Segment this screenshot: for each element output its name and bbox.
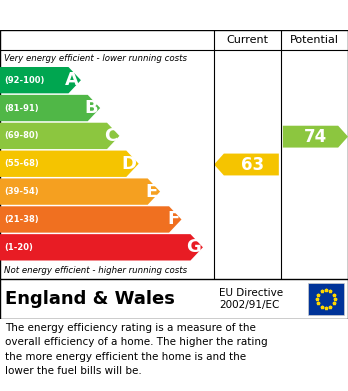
Text: Not energy efficient - higher running costs: Not energy efficient - higher running co…	[4, 266, 187, 275]
Text: B: B	[85, 99, 98, 117]
Text: A: A	[65, 71, 79, 89]
Text: (69-80): (69-80)	[4, 131, 39, 140]
Text: 63: 63	[241, 156, 264, 174]
Text: The energy efficiency rating is a measure of the
overall efficiency of a home. T: The energy efficiency rating is a measur…	[5, 323, 268, 376]
Text: D: D	[122, 155, 137, 173]
Text: England & Wales: England & Wales	[5, 290, 175, 308]
Text: (1-20): (1-20)	[4, 243, 33, 252]
Text: (92-100): (92-100)	[4, 76, 45, 85]
Text: E: E	[146, 183, 158, 201]
Text: (21-38): (21-38)	[4, 215, 39, 224]
Polygon shape	[0, 178, 160, 205]
Text: (39-54): (39-54)	[4, 187, 39, 196]
Polygon shape	[0, 67, 81, 93]
Polygon shape	[0, 123, 119, 149]
Polygon shape	[0, 234, 203, 260]
Polygon shape	[0, 206, 182, 233]
Polygon shape	[0, 95, 100, 121]
Text: (81-91): (81-91)	[4, 104, 39, 113]
Text: G: G	[186, 239, 201, 256]
Text: Very energy efficient - lower running costs: Very energy efficient - lower running co…	[4, 54, 187, 63]
Text: (55-68): (55-68)	[4, 159, 39, 168]
Text: Current: Current	[227, 35, 268, 45]
Text: Energy Efficiency Rating: Energy Efficiency Rating	[10, 6, 239, 24]
Polygon shape	[214, 154, 279, 176]
Polygon shape	[283, 126, 348, 147]
Text: C: C	[104, 127, 117, 145]
Text: 74: 74	[304, 127, 327, 145]
Text: F: F	[167, 210, 180, 228]
Polygon shape	[0, 151, 139, 177]
Text: Potential: Potential	[290, 35, 339, 45]
Text: EU Directive
2002/91/EC: EU Directive 2002/91/EC	[219, 288, 283, 310]
Bar	[308, 283, 344, 315]
